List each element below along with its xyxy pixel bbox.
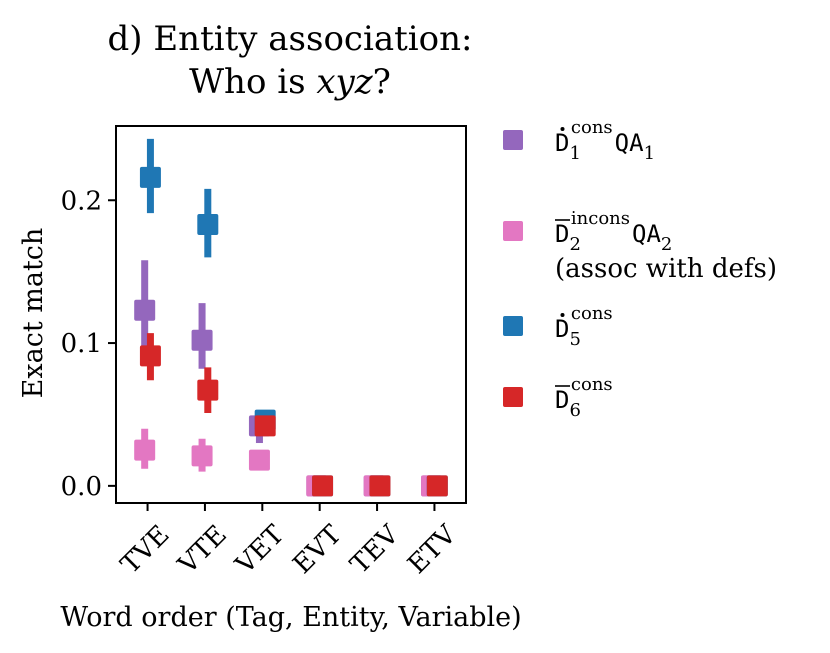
data-point — [254, 415, 276, 437]
data-point — [191, 329, 213, 351]
marks-layer — [134, 138, 448, 497]
x-tick-label: ETV — [402, 519, 463, 580]
y-tick-label: 0.2 — [61, 186, 102, 216]
legend-label-extra: (assoc with defs) — [555, 254, 777, 284]
legend-swatch — [503, 387, 523, 407]
data-point — [134, 299, 156, 321]
legend-swatch — [503, 130, 523, 150]
data-point — [134, 439, 156, 461]
x-tick-label: VET — [229, 519, 290, 580]
y-tick-label: 0.1 — [61, 329, 102, 359]
data-point — [191, 445, 213, 467]
data-point — [139, 345, 161, 367]
x-tick-label: TVE — [115, 520, 175, 580]
legend-label: D1consQA1 — [555, 117, 655, 164]
x-tick-label: VTE — [172, 520, 233, 581]
legend-accent-dot — [560, 313, 565, 317]
legend: D1consQA1 D2inconsQA2(assoc with defs) D5c… — [503, 117, 777, 421]
x-axis-label: Word order (Tag, Entity, Variable) — [60, 602, 521, 633]
data-point — [248, 449, 270, 471]
data-point — [312, 475, 334, 497]
legend-swatch — [503, 221, 523, 241]
data-point — [426, 475, 448, 497]
plot-frame — [115, 125, 467, 504]
data-point — [197, 379, 219, 401]
legend-label: D6cons — [555, 374, 613, 421]
data-point — [369, 475, 391, 497]
chart-title-line-2: Who is xyz? — [189, 62, 391, 102]
x-tick-label: TEV — [345, 519, 406, 580]
data-point — [139, 166, 161, 188]
y-axis-label: Exact match — [18, 228, 49, 399]
legend-label: D2inconsQA2 — [555, 208, 672, 255]
data-point — [197, 214, 219, 236]
legend-accent-dot — [560, 127, 565, 131]
x-tick-label: EVT — [287, 519, 348, 580]
chart-title-line-1: d) Entity association: — [108, 19, 473, 59]
legend-swatch — [503, 316, 523, 336]
y-tick-label: 0.0 — [61, 472, 102, 502]
legend-label: D5cons — [555, 303, 613, 350]
